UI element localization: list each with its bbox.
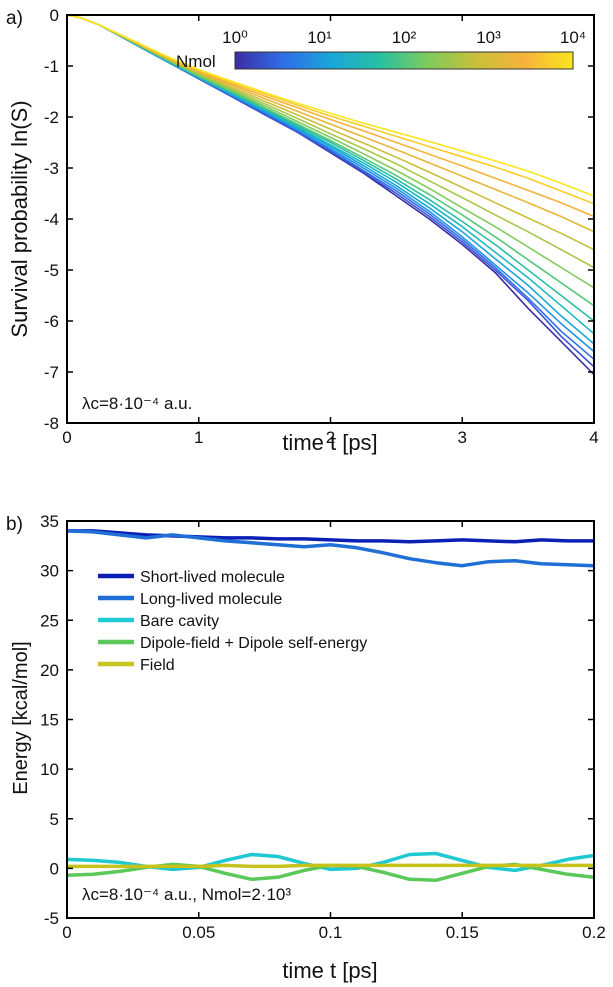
colorbar-ticks: 10⁰ 10¹ 10² 10³ 10⁴	[222, 28, 586, 47]
panel-a: a) 0 1 2 3 4 0 -1 -2 -3 -4 -5 -6 -7 -8 time t [ps] Su…	[6, 6, 599, 455]
legend-label: Long-lived molecule	[140, 591, 282, 608]
x-tick-label: 1	[194, 428, 203, 447]
y-tick-label: -5	[44, 261, 59, 280]
panel-b-ylabel: Energy [kcal/mol]	[10, 641, 32, 794]
series-line-1	[67, 529, 594, 568]
y-tick-label: -6	[44, 312, 59, 331]
panel-a-series	[67, 15, 594, 376]
y-tick-label: -1	[44, 57, 59, 76]
panel-a-ticks: 0 1 2 3 4 0 -1 -2 -3 -4 -5 -6 -7 -8	[44, 6, 599, 447]
panel-b-label: b)	[6, 514, 23, 535]
colorbar-tick-label: 10⁴	[560, 28, 586, 47]
y-tick-label: -7	[44, 363, 59, 382]
panel-b-xlabel: time t [ps]	[282, 958, 377, 983]
x-tick-label: 0.15	[446, 923, 479, 942]
y-tick-label: 20	[40, 661, 59, 680]
legend-label: Dipole-field + Dipole self-energy	[140, 635, 367, 652]
y-tick-label: 5	[50, 810, 59, 829]
y-tick-label: 35	[40, 512, 59, 531]
legend-label: Bare cavity	[140, 613, 219, 630]
colorbar-label: Nmol	[176, 52, 216, 71]
y-tick-label: 0	[50, 859, 59, 878]
x-tick-label: 0.05	[182, 923, 215, 942]
x-tick-label: 0	[62, 428, 71, 447]
legend: Short-lived molecule Long-lived molecule B…	[98, 569, 367, 674]
colorbar-gradient	[234, 51, 574, 70]
colorbar-tick-label: 10²	[392, 28, 417, 47]
y-tick-label: -4	[44, 210, 59, 229]
panel-a-axes-box	[66, 14, 595, 424]
y-tick-label: 10	[40, 760, 59, 779]
panel-a-xlabel: time t [ps]	[282, 430, 377, 455]
legend-label: Short-lived molecule	[140, 569, 285, 586]
x-tick-label: 2	[326, 428, 335, 447]
series-line-4	[67, 863, 594, 869]
x-tick-label: 0	[62, 923, 71, 942]
panel-a-ylabel: Survival probability ln(S)	[7, 100, 32, 337]
x-tick-label: 0.1	[319, 923, 343, 942]
y-tick-label: 15	[40, 711, 59, 730]
colorbar: Nmol 10⁰ 10¹ 10² 10³ 10⁴	[176, 28, 586, 71]
y-tick-label: -5	[44, 909, 59, 928]
colorbar-tick-label: 10³	[476, 28, 501, 47]
series-line-14	[67, 15, 594, 197]
y-tick-label: -2	[44, 108, 59, 127]
y-tick-label: -3	[44, 159, 59, 178]
x-tick-label: 3	[458, 428, 467, 447]
x-tick-label: 0.2	[582, 923, 606, 942]
y-tick-label: 0	[50, 6, 59, 25]
y-tick-label: 30	[40, 562, 59, 581]
panel-a-label: a)	[6, 8, 23, 29]
colorbar-tick-label: 10¹	[307, 28, 332, 47]
panel-a-annotation: λc=8·10⁻⁴ a.u.	[82, 394, 192, 413]
y-tick-label: 25	[40, 611, 59, 630]
legend-label: Field	[140, 657, 175, 674]
panel-b-series	[67, 529, 594, 883]
panel-b-annotation: λc=8·10⁻⁴ a.u., Nmol=2·10³	[82, 885, 291, 904]
y-tick-label: -8	[44, 414, 59, 433]
x-tick-label: 4	[589, 428, 598, 447]
colorbar-tick-label: 10⁰	[222, 28, 248, 47]
